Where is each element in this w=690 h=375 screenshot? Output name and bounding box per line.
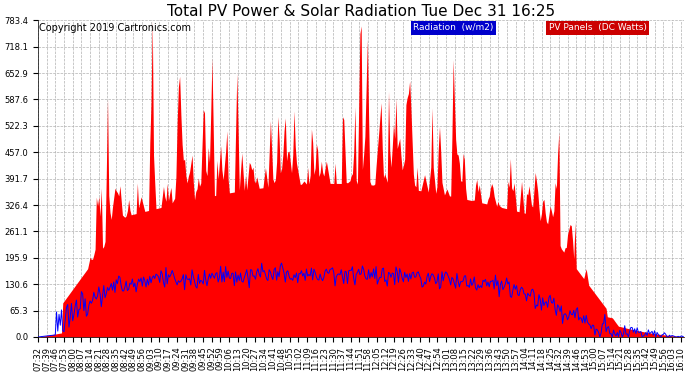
Text: PV Panels  (DC Watts): PV Panels (DC Watts) (549, 24, 647, 33)
Text: Copyright 2019 Cartronics.com: Copyright 2019 Cartronics.com (39, 24, 190, 33)
Text: Radiation  (w/m2): Radiation (w/m2) (413, 24, 493, 33)
Title: Total PV Power & Solar Radiation Tue Dec 31 16:25: Total PV Power & Solar Radiation Tue Dec… (167, 4, 555, 19)
